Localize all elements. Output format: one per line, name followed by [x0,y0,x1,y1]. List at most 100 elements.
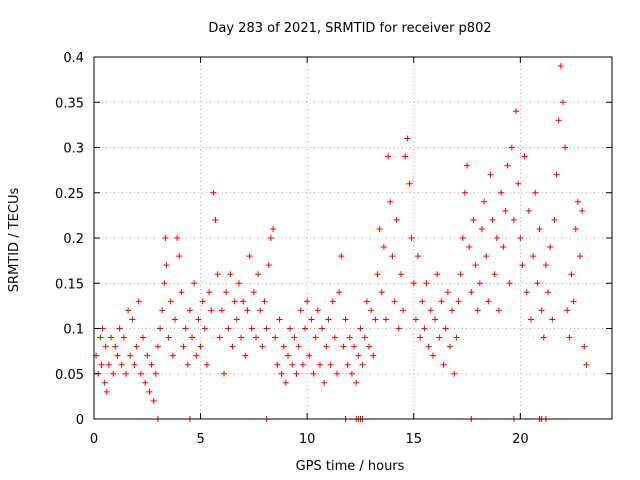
data-point [186,307,193,314]
data-point [329,298,336,305]
data-point [383,316,390,323]
data-point [519,262,526,269]
data-point [459,235,466,241]
data-point [137,370,144,377]
data-point [270,225,277,232]
data-points [93,63,590,422]
data-point [481,198,488,205]
data-point [378,289,385,296]
data-point [142,379,149,386]
data-point [325,316,332,323]
data-point [184,361,191,368]
data-point [393,216,400,223]
data-point [246,253,253,260]
data-point [483,253,490,260]
data-point [538,307,545,314]
y-tick-label: 0.05 [55,368,84,383]
data-point [199,298,206,305]
data-point [419,298,426,305]
data-point [472,262,479,269]
ticks: 0 0.05 0.1 0.15 0.2 0.25 0.3 0.35 0.4 0 5 10 15 20 [55,51,612,447]
data-point [267,235,274,241]
data-point [553,171,560,178]
data-point [308,316,315,323]
data-point [365,343,372,350]
data-point [310,370,317,377]
data-point [135,298,142,305]
data-point [261,298,268,305]
data-point [99,325,106,332]
data-point [274,361,281,368]
data-point [521,153,528,160]
data-point [263,325,270,332]
data-point [487,171,494,178]
data-point [583,361,590,368]
data-point [250,289,257,296]
data-point [212,216,219,223]
data-point [446,343,453,350]
data-point [125,307,132,314]
data-point [355,352,362,359]
data-point [165,334,172,341]
data-point [395,325,402,332]
data-point [229,343,236,350]
data-point [555,117,562,124]
y-axis-label: SRMTID / TECUs [7,188,22,293]
data-point [444,289,451,296]
data-point [148,361,155,368]
data-point [412,316,419,323]
data-point [287,325,294,332]
data-point [172,316,179,323]
data-point [244,307,251,314]
data-point [491,271,498,278]
data-point [557,63,564,70]
data-point [406,180,413,187]
data-point [122,370,129,377]
data-point [438,298,445,305]
data-point [508,144,515,151]
data-point [248,325,255,332]
data-point [417,334,424,341]
data-point [468,289,475,296]
data-point [223,289,230,296]
data-point [502,207,509,214]
data-point [321,379,328,386]
data-point [280,343,287,350]
data-point [470,216,477,223]
data-point [214,271,221,278]
data-point [457,271,464,278]
data-point [515,180,522,187]
plot-frame [93,56,613,420]
data-point [163,262,170,269]
data-point [363,298,370,305]
data-point [334,370,341,377]
data-point [351,343,358,350]
data-point [485,298,492,305]
y-tick-label: 0.15 [55,277,84,292]
data-point [323,343,330,350]
data-point [547,244,554,251]
data-point [257,307,264,314]
data-point [574,198,581,205]
data-point [240,298,247,305]
data-point [372,316,379,323]
data-point [380,244,387,251]
data-point [540,334,547,341]
data-point [327,361,334,368]
data-point [227,271,234,278]
data-point [238,334,245,341]
data-point [201,325,208,332]
data-point [180,343,187,350]
data-point [140,334,147,341]
y-tick-label: 0 [76,413,84,428]
data-point [461,189,468,196]
data-point [129,316,136,323]
data-point [191,280,198,287]
data-point [496,307,503,314]
data-point [513,108,520,115]
data-point [206,289,213,296]
data-point [154,343,161,350]
data-point [312,334,319,341]
data-point [162,235,169,241]
data-point [295,343,302,350]
